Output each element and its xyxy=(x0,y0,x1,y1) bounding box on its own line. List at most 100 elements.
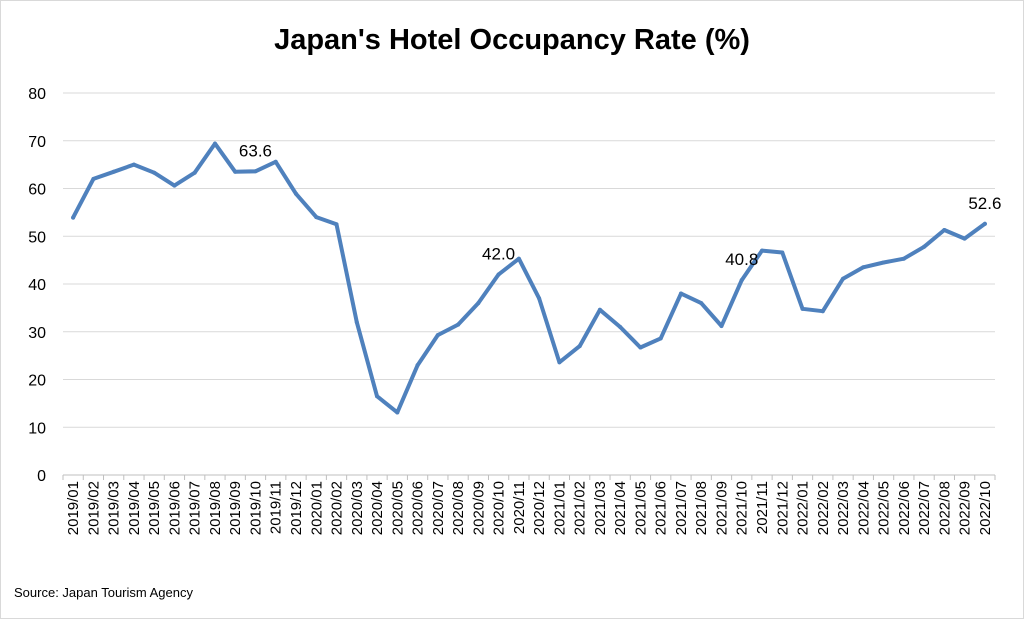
data-point xyxy=(537,296,542,301)
x-tick-label: 2020/11 xyxy=(511,481,528,534)
x-tick-label: 2019/10 xyxy=(247,481,264,535)
data-label: 63.6 xyxy=(239,141,272,160)
x-tick-label: 2022/02 xyxy=(815,481,832,535)
x-tick-label: 2022/07 xyxy=(916,481,933,535)
data-point xyxy=(861,265,866,270)
data-point xyxy=(172,183,177,188)
x-tick-label: 2021/07 xyxy=(673,481,690,535)
data-point xyxy=(962,236,967,241)
x-tick-label: 2021/03 xyxy=(592,481,609,535)
data-label: 40.8 xyxy=(725,250,758,269)
data-point xyxy=(496,272,501,277)
data-point xyxy=(476,301,481,306)
x-tick-label: 2020/07 xyxy=(430,481,447,535)
x-tick-label: 2019/08 xyxy=(207,481,224,535)
data-point xyxy=(415,363,420,368)
x-tick-label: 2020/05 xyxy=(389,481,406,535)
x-tick-label: 2021/04 xyxy=(612,481,629,535)
data-point xyxy=(820,309,825,314)
x-tick-label: 2019/09 xyxy=(227,481,244,535)
x-tick-label: 2020/09 xyxy=(470,481,487,535)
data-point xyxy=(678,291,683,296)
data-point xyxy=(739,278,744,283)
data-point xyxy=(638,345,643,350)
x-tick-label: 2020/06 xyxy=(410,481,427,535)
y-tick-label: 50 xyxy=(28,229,46,246)
x-tick-label: 2021/08 xyxy=(693,481,710,535)
x-tick-label: 2021/02 xyxy=(572,481,589,535)
data-point xyxy=(395,410,400,415)
source-note: Source: Japan Tourism Agency xyxy=(14,585,193,600)
data-point xyxy=(516,256,521,261)
gridlines xyxy=(63,92,995,428)
x-tick-label: 2021/05 xyxy=(632,481,649,535)
x-tick-label: 2019/03 xyxy=(106,481,123,535)
data-point xyxy=(800,306,805,311)
x-tick-label: 2021/09 xyxy=(713,481,730,535)
x-tick-label: 2021/11 xyxy=(754,481,771,534)
data-point xyxy=(294,191,298,196)
data-point xyxy=(841,276,846,281)
data-point xyxy=(233,169,238,174)
data-labels: 63.6 42.0 40.8 52.6 xyxy=(239,141,1001,269)
x-tick-label: 2019/05 xyxy=(146,481,163,535)
x-tick-label: 2022/03 xyxy=(835,481,852,535)
data-point xyxy=(658,336,663,341)
data-point xyxy=(91,176,96,181)
x-tick-label: 2021/12 xyxy=(774,481,791,535)
x-tick-label: 2020/10 xyxy=(491,481,508,535)
series-layer xyxy=(71,141,987,415)
x-tick-label: 2020/08 xyxy=(450,481,467,535)
data-point xyxy=(699,301,704,306)
data-point xyxy=(557,360,562,365)
data-label: 52.6 xyxy=(968,194,1001,213)
x-tick-label: 2020/01 xyxy=(308,481,325,535)
y-tick-label: 10 xyxy=(28,420,46,437)
data-point xyxy=(334,222,339,227)
x-tick-label: 2022/08 xyxy=(936,481,953,535)
data-point xyxy=(922,244,927,249)
y-tick-label: 20 xyxy=(28,373,46,390)
data-point xyxy=(192,170,197,175)
data-point xyxy=(780,250,785,255)
y-tick-label: 60 xyxy=(28,182,46,199)
data-point xyxy=(982,221,987,226)
data-label: 42.0 xyxy=(482,244,515,263)
x-tick-label: 2019/07 xyxy=(187,481,204,535)
data-point xyxy=(577,344,582,349)
y-tick-label: 40 xyxy=(28,277,46,294)
x-tick-label: 2019/11 xyxy=(268,481,285,534)
x-tick-label: 2019/04 xyxy=(126,481,143,535)
x-tick-label: 2022/09 xyxy=(957,481,974,535)
x-tick-label: 2019/02 xyxy=(85,481,102,535)
x-tick-label: 2022/10 xyxy=(977,481,994,535)
data-point xyxy=(456,322,461,327)
data-point xyxy=(435,333,440,338)
x-tick-label: 2019/06 xyxy=(166,481,183,535)
data-point xyxy=(131,162,136,167)
x-tick-label: 2019/01 xyxy=(65,481,82,535)
data-point xyxy=(212,141,217,146)
x-tick-label: 2019/12 xyxy=(288,481,305,535)
data-point xyxy=(881,260,886,265)
data-point xyxy=(314,215,319,220)
y-tick-label: 80 xyxy=(28,86,46,103)
x-tick-label: 2020/03 xyxy=(349,481,366,535)
data-point xyxy=(597,307,602,312)
x-tick-label: 2022/04 xyxy=(855,481,872,535)
data-point xyxy=(253,169,258,174)
y-tick-label: 70 xyxy=(28,134,46,151)
x-tick-label: 2021/01 xyxy=(551,481,568,535)
x-tick-label: 2021/10 xyxy=(734,481,751,535)
data-point xyxy=(760,248,764,253)
data-point xyxy=(354,320,359,325)
data-point xyxy=(152,170,157,175)
y-tick-label: 0 xyxy=(37,468,46,485)
data-point xyxy=(71,215,76,220)
data-point xyxy=(618,324,623,329)
data-point xyxy=(111,169,116,174)
x-tick-label: 2021/06 xyxy=(653,481,670,535)
chart-title: Japan's Hotel Occupancy Rate (%) xyxy=(274,24,750,56)
